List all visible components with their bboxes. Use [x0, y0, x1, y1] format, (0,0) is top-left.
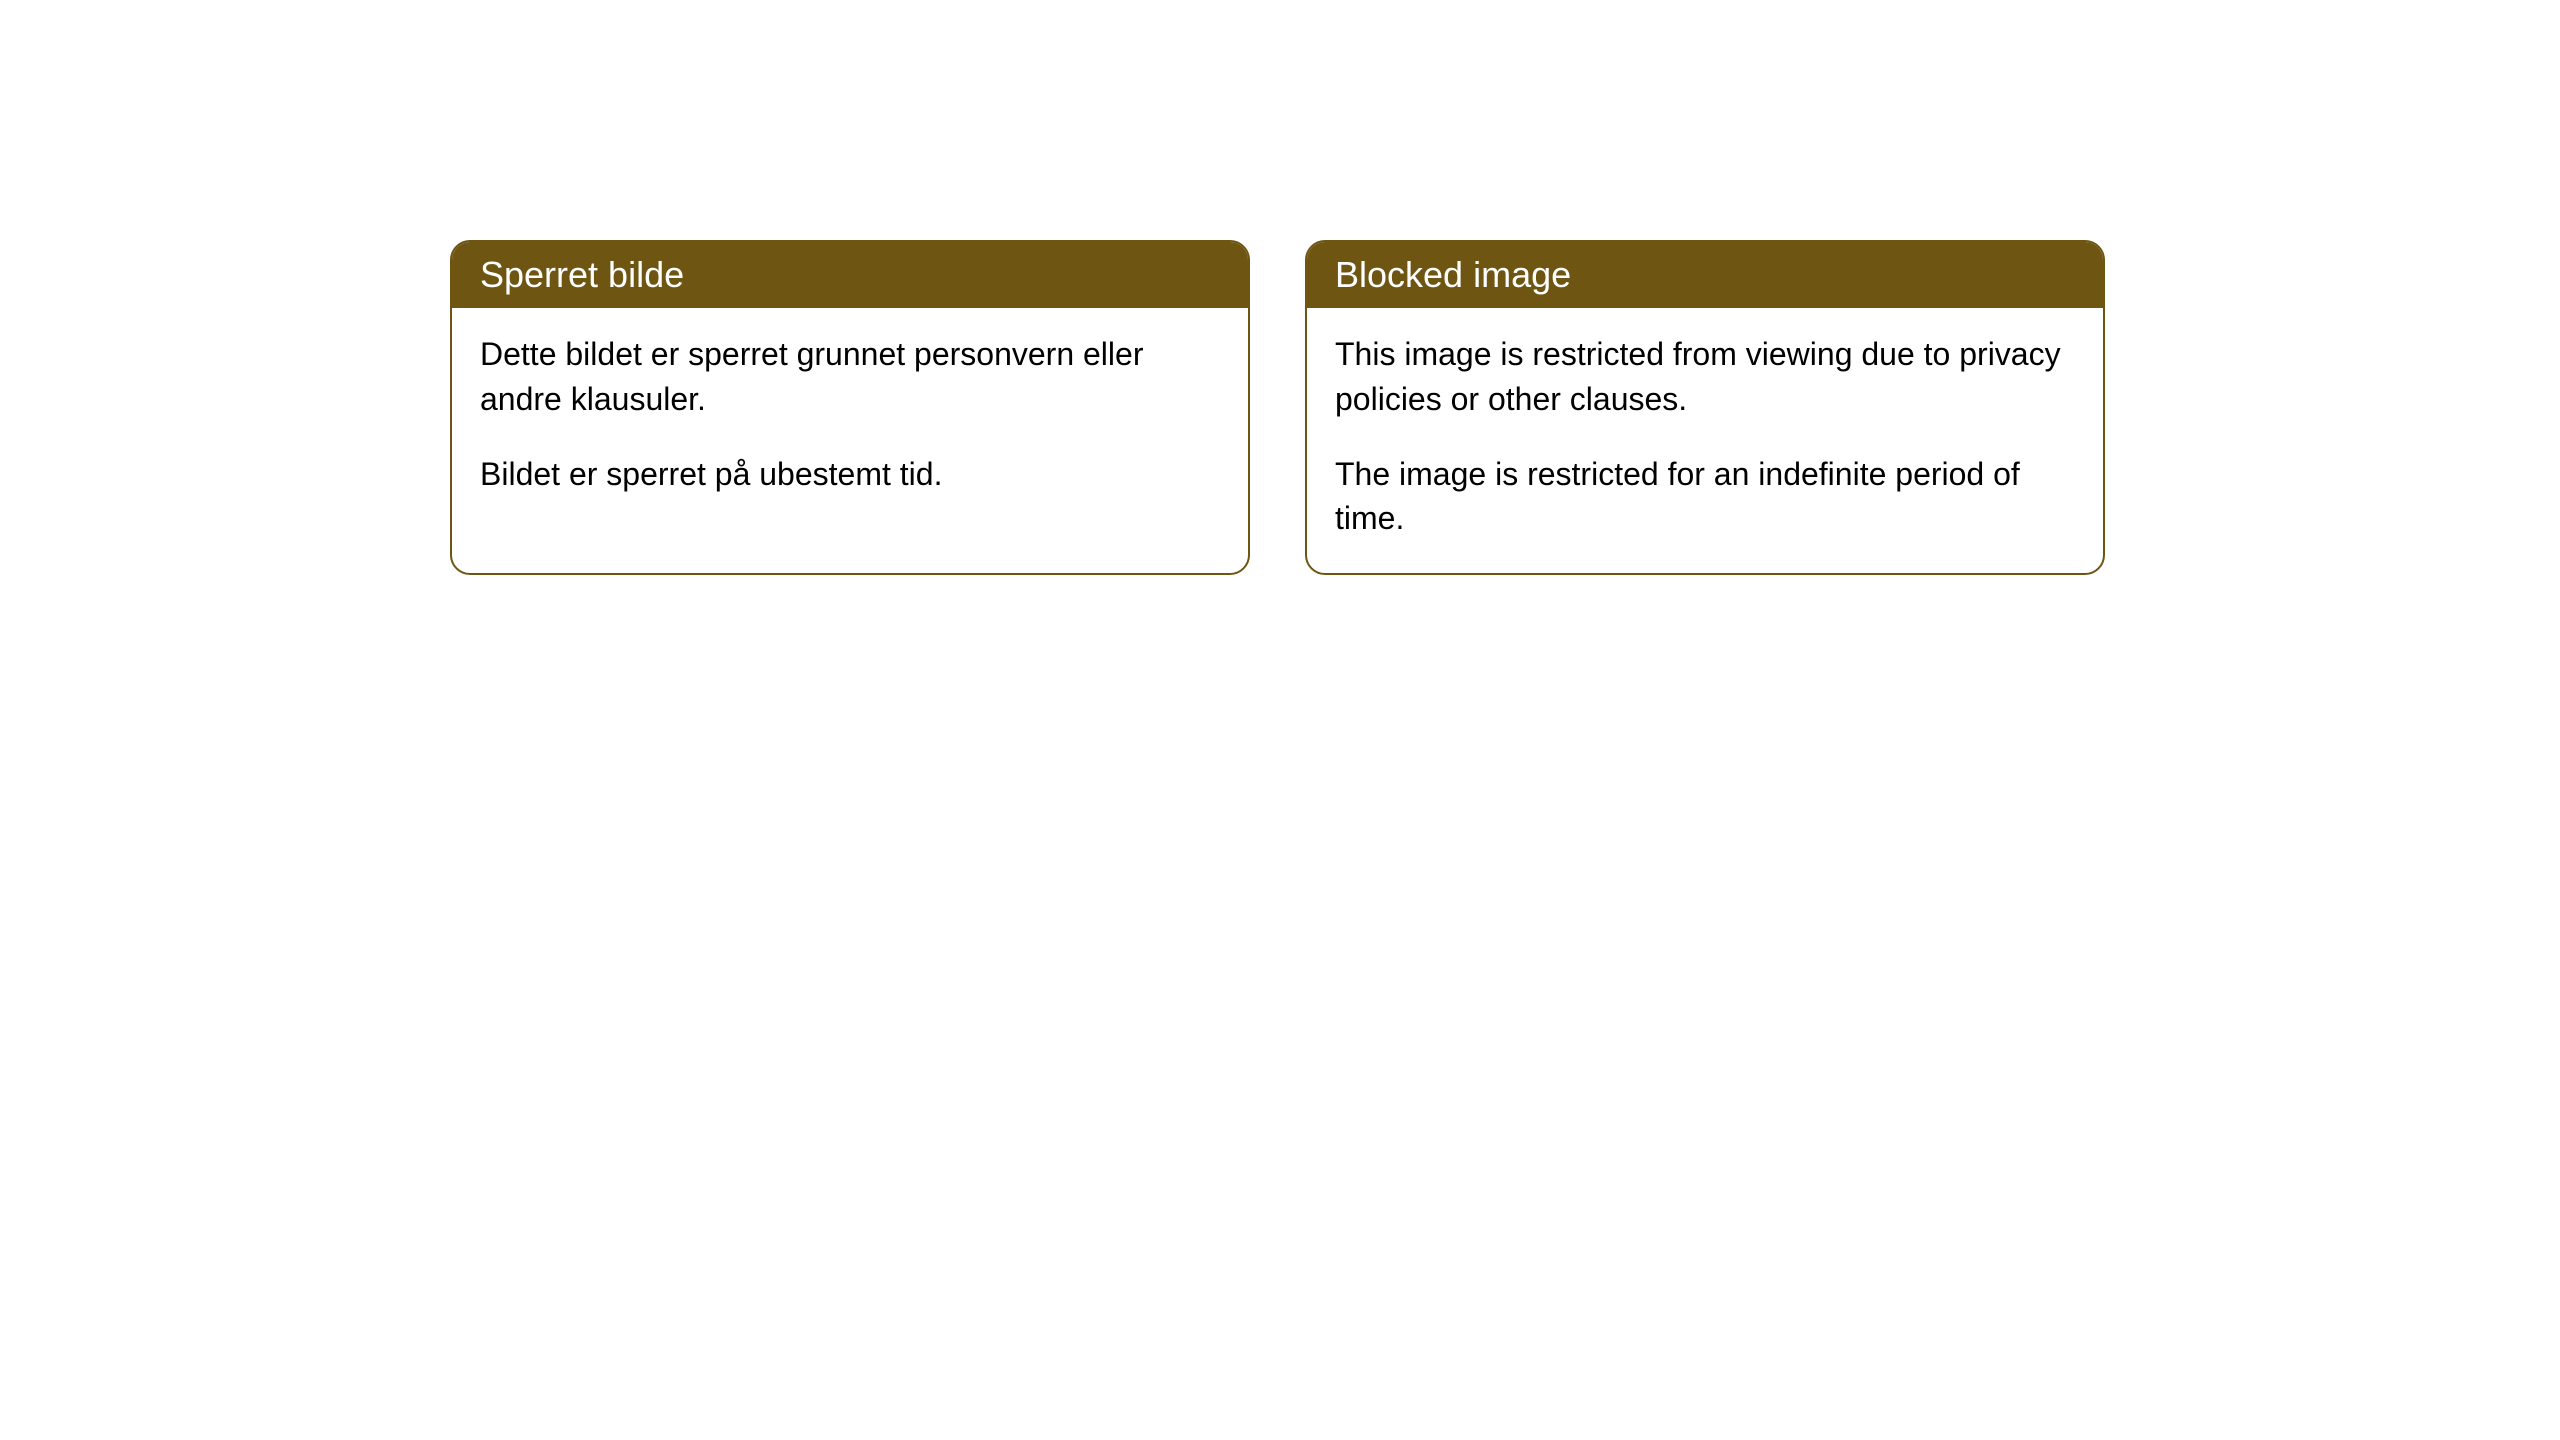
card-header-norwegian: Sperret bilde	[452, 242, 1248, 308]
card-title: Blocked image	[1335, 254, 1571, 295]
card-body-norwegian: Dette bildet er sperret grunnet personve…	[452, 308, 1248, 528]
card-body-english: This image is restricted from viewing du…	[1307, 308, 2103, 573]
notice-cards-container: Sperret bilde Dette bildet er sperret gr…	[450, 240, 2560, 575]
card-paragraph: This image is restricted from viewing du…	[1335, 332, 2075, 422]
card-header-english: Blocked image	[1307, 242, 2103, 308]
card-paragraph: The image is restricted for an indefinit…	[1335, 452, 2075, 542]
notice-card-norwegian: Sperret bilde Dette bildet er sperret gr…	[450, 240, 1250, 575]
card-title: Sperret bilde	[480, 254, 684, 295]
notice-card-english: Blocked image This image is restricted f…	[1305, 240, 2105, 575]
card-paragraph: Dette bildet er sperret grunnet personve…	[480, 332, 1220, 422]
card-paragraph: Bildet er sperret på ubestemt tid.	[480, 452, 1220, 497]
